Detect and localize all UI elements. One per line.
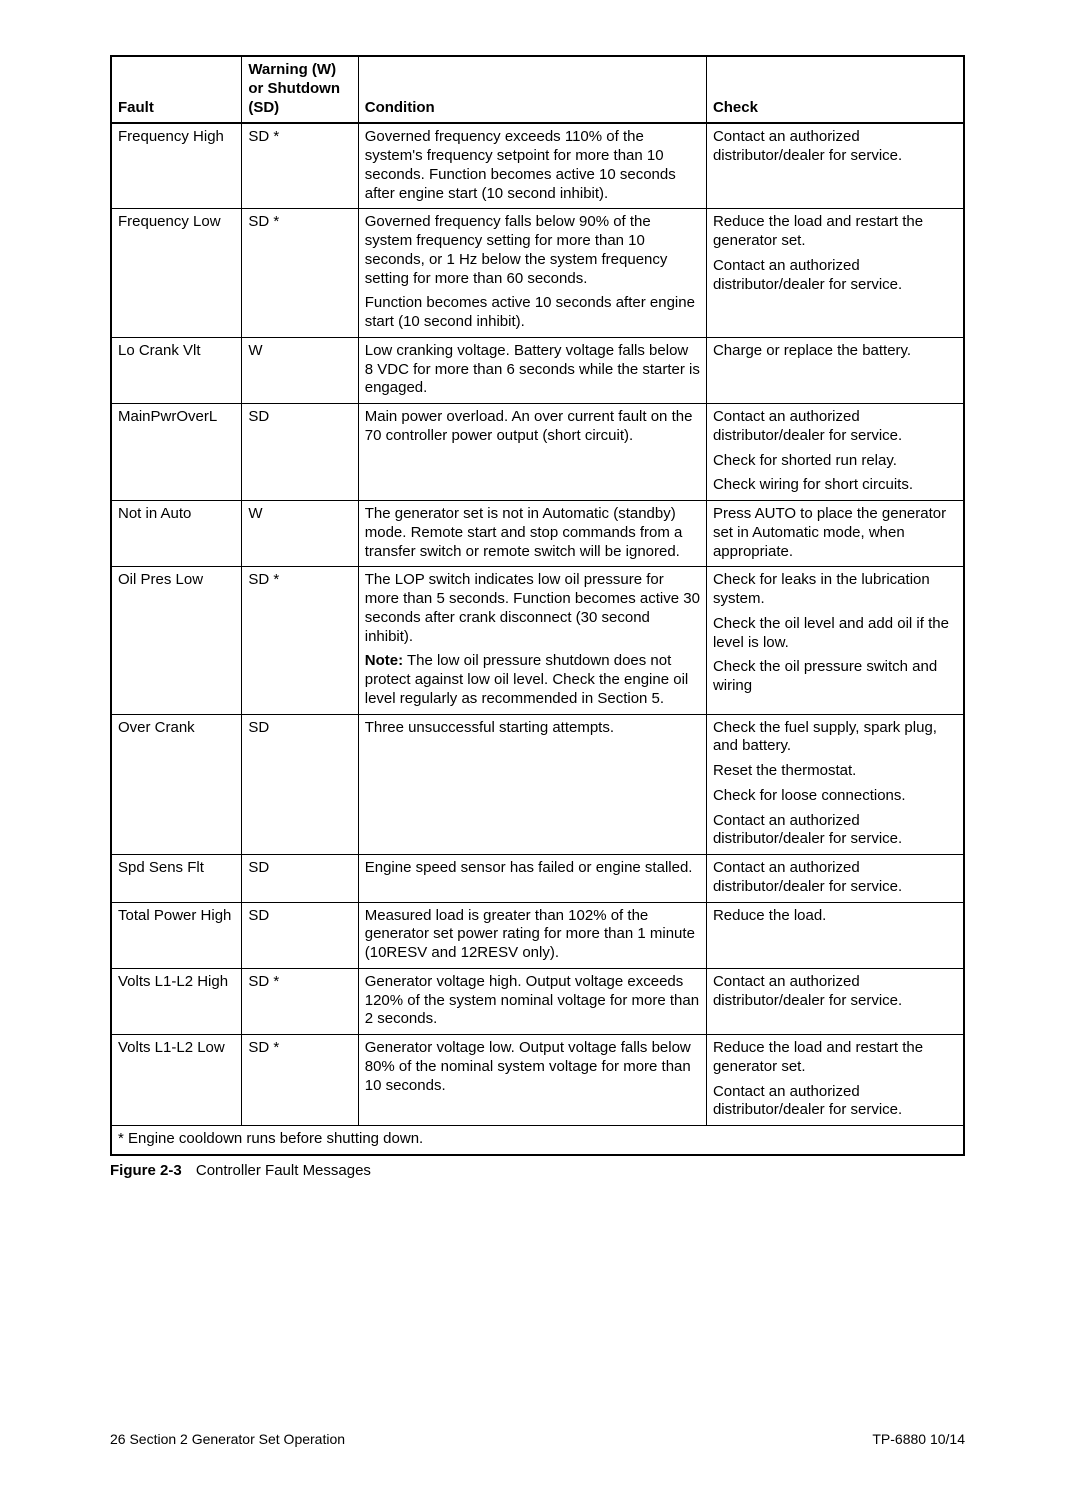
fault-type: W [242,337,358,403]
fault-name: Not in Auto [111,501,242,567]
page-footer: 26 Section 2 Generator Set Operation TP-… [110,1431,965,1449]
table-row: MainPwrOverLSDMain power overload. An ov… [111,404,964,501]
fault-check: Contact an authorized distributor/dealer… [706,855,964,903]
fault-name: Over Crank [111,714,242,855]
fault-name: Volts L1-L2 Low [111,1035,242,1126]
footer-left: 26 Section 2 Generator Set Operation [110,1431,345,1449]
table-row: Spd Sens FltSDEngine speed sensor has fa… [111,855,964,903]
fault-condition: Governed frequency falls below 90% of th… [358,209,706,338]
fault-check: Reduce the load and restart the generato… [706,1035,964,1126]
fault-name: Oil Pres Low [111,567,242,714]
col-fault: Fault [111,56,242,123]
fault-name: Frequency High [111,123,242,209]
table-row: Over CrankSDThree unsuccessful starting … [111,714,964,855]
fault-check: Contact an authorized distributor/dealer… [706,404,964,501]
fault-type: SD [242,902,358,968]
fault-type: SD * [242,209,358,338]
fault-check: Contact an authorized distributor/dealer… [706,968,964,1034]
col-check: Check [706,56,964,123]
figure-caption: Figure 2-3 Controller Fault Messages [110,1162,965,1181]
fault-name: Lo Crank Vlt [111,337,242,403]
table-row: Volts L1-L2 HighSD *Generator voltage hi… [111,968,964,1034]
fault-condition: Engine speed sensor has failed or engine… [358,855,706,903]
fault-check: Press AUTO to place the generator set in… [706,501,964,567]
table-row: Frequency HighSD *Governed frequency exc… [111,123,964,209]
note-label: Note: [365,652,403,669]
fault-messages-table: Fault Warning (W) or Shutdown (SD) Condi… [110,55,965,1156]
fault-type: SD * [242,1035,358,1126]
table-row: Total Power HighSDMeasured load is great… [111,902,964,968]
fault-name: Volts L1-L2 High [111,968,242,1034]
fault-condition: Three unsuccessful starting attempts. [358,714,706,855]
fault-type: SD [242,714,358,855]
figure-caption-text: Controller Fault Messages [196,1162,371,1179]
footer-right: TP-6880 10/14 [872,1431,965,1449]
fault-condition: Governed frequency exceeds 110% of the s… [358,123,706,209]
fault-check: Charge or replace the battery. [706,337,964,403]
table-row: Oil Pres LowSD *The LOP switch indicates… [111,567,964,714]
fault-type: SD * [242,123,358,209]
fault-name: Spd Sens Flt [111,855,242,903]
table-row: Frequency LowSD *Governed frequency fall… [111,209,964,338]
table-footnote-row: * Engine cooldown runs before shutting d… [111,1126,964,1155]
fault-check: Check for leaks in the lubrication syste… [706,567,964,714]
fault-type: SD [242,855,358,903]
table-footnote: * Engine cooldown runs before shutting d… [111,1126,964,1155]
table-header-row: Fault Warning (W) or Shutdown (SD) Condi… [111,56,964,123]
table-row: Lo Crank VltWLow cranking voltage. Batte… [111,337,964,403]
figure-caption-label: Figure 2-3 [110,1162,182,1179]
fault-name: Frequency Low [111,209,242,338]
fault-type: SD * [242,567,358,714]
fault-condition: The generator set is not in Automatic (s… [358,501,706,567]
fault-condition: Generator voltage low. Output voltage fa… [358,1035,706,1126]
fault-check: Contact an authorized distributor/dealer… [706,123,964,209]
fault-name: MainPwrOverL [111,404,242,501]
fault-type: SD * [242,968,358,1034]
fault-condition: Low cranking voltage. Battery voltage fa… [358,337,706,403]
fault-type: W [242,501,358,567]
col-condition: Condition [358,56,706,123]
fault-name: Total Power High [111,902,242,968]
fault-check: Reduce the load. [706,902,964,968]
col-type: Warning (W) or Shutdown (SD) [242,56,358,123]
fault-condition: Measured load is greater than 102% of th… [358,902,706,968]
fault-condition: Main power overload. An over current fau… [358,404,706,501]
table-row: Volts L1-L2 LowSD *Generator voltage low… [111,1035,964,1126]
fault-check: Check the fuel supply, spark plug, and b… [706,714,964,855]
fault-condition: The LOP switch indicates low oil pressur… [358,567,706,714]
fault-type: SD [242,404,358,501]
fault-check: Reduce the load and restart the generato… [706,209,964,338]
fault-condition: Generator voltage high. Output voltage e… [358,968,706,1034]
table-row: Not in AutoWThe generator set is not in … [111,501,964,567]
